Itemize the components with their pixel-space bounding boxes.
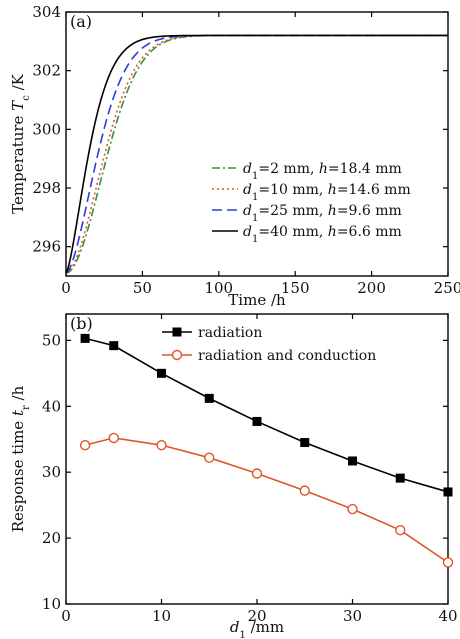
legend-entry-part: =40 mm, xyxy=(258,224,327,240)
data-point xyxy=(395,524,406,536)
legend-entry-part: =6.6 mm xyxy=(337,224,402,240)
legend-entry-part: h xyxy=(328,182,337,198)
y-axis-label-part: /h xyxy=(9,385,27,405)
data-point xyxy=(347,503,358,515)
x-tick-label: 10 xyxy=(152,607,171,625)
y-axis-label-part: t xyxy=(9,409,27,416)
legend-entry-part: 1 xyxy=(252,171,258,182)
data-point xyxy=(299,485,310,496)
panel-label: (b) xyxy=(70,314,93,333)
y-tick-label: 20 xyxy=(42,529,61,547)
legend-marker xyxy=(172,327,182,337)
data-point xyxy=(443,487,453,497)
legend-entry: d1=25 mm, h=9.6 mm xyxy=(243,203,402,224)
legend-entry-part: =25 mm, xyxy=(258,203,327,219)
legend-entry-part: h xyxy=(328,203,337,219)
legend-entry-part: =10 mm, xyxy=(258,182,327,198)
x-tick-label: 150 xyxy=(281,279,310,297)
legend-entry-part: 1 xyxy=(252,213,258,224)
legend-entry-part: d xyxy=(243,182,252,198)
legend-entry-part: 1 xyxy=(252,192,258,203)
y-tick-label: 296 xyxy=(32,238,61,256)
legend-entry-part: 1 xyxy=(252,234,258,245)
data-point xyxy=(251,468,263,479)
x-tick-label: 0 xyxy=(61,279,71,297)
data-point xyxy=(252,416,262,426)
y-tick-label: 10 xyxy=(42,595,61,613)
series-line xyxy=(65,34,448,274)
legend-entry-part: =14.6 mm xyxy=(337,182,411,198)
y-tick-label: 302 xyxy=(32,62,61,80)
y-tick-label: 298 xyxy=(32,179,61,197)
x-axis-label: Time /h xyxy=(228,291,286,309)
x-tick-label: 0 xyxy=(61,607,71,625)
legend-marker xyxy=(171,349,183,361)
y-tick-label: 40 xyxy=(42,397,61,415)
legend-entry: radiation and conduction xyxy=(198,348,376,364)
plot-frame xyxy=(65,11,449,277)
y-tick-label: 30 xyxy=(42,463,61,481)
y-axis-label: Response time tr /h xyxy=(9,385,32,532)
legend-entry-part: d xyxy=(243,161,252,177)
y-axis-label-part: r xyxy=(21,405,32,410)
data-point xyxy=(157,368,166,378)
y-axis-label-part: /K xyxy=(9,73,27,95)
x-tick-label: 200 xyxy=(357,279,386,297)
x-axis-label-part: 1 xyxy=(239,630,245,639)
x-tick-label: 40 xyxy=(438,607,457,625)
legend-entry-part: =2 mm, xyxy=(258,161,319,177)
data-point xyxy=(300,438,310,448)
legend: radiation radiation and conduction xyxy=(162,325,376,364)
data-point xyxy=(442,557,454,568)
y-axis-label-part: Response time xyxy=(9,416,27,532)
data-point xyxy=(156,439,167,451)
x-tick-label: 20 xyxy=(247,607,266,625)
data-point xyxy=(109,341,119,351)
data-point xyxy=(395,473,405,483)
data-point xyxy=(348,456,357,466)
x-tick-label: 250 xyxy=(434,279,460,297)
y-axis-label: Temperature Tc /K xyxy=(9,73,32,213)
x-tick-label: 100 xyxy=(204,279,233,297)
x-axis-label: d1 /mm xyxy=(230,618,284,639)
y-axis-label-part: c xyxy=(21,95,32,101)
y-tick-label: 304 xyxy=(32,3,61,21)
data-point xyxy=(79,439,91,451)
legend-entry: d1=2 mm, h=18.4 mm xyxy=(243,161,402,182)
x-axis-label-part: /mm xyxy=(246,618,284,636)
panel-label: (a) xyxy=(70,12,92,31)
legend-entry: d1=40 mm, h=6.6 mm xyxy=(243,224,402,245)
legend-entry: radiation xyxy=(198,325,262,341)
legend-entry: d1=10 mm, h=14.6 mm xyxy=(243,182,411,203)
x-axis-label-part: d xyxy=(230,618,240,636)
data-point xyxy=(204,393,214,403)
y-tick-label: 50 xyxy=(42,331,61,349)
data-point xyxy=(108,432,119,444)
series-line xyxy=(84,437,449,564)
legend-entry-part: d xyxy=(243,224,252,240)
legend-entry-part: d xyxy=(243,203,252,219)
data-point xyxy=(80,333,90,343)
legend-entry-part: =9.6 mm xyxy=(337,203,402,219)
x-tick-label: 30 xyxy=(343,607,362,625)
x-tick-label: 50 xyxy=(133,279,152,297)
legend-entry-part: =18.4 mm xyxy=(328,161,402,177)
y-tick-label: 300 xyxy=(32,120,61,138)
y-axis-label-part: T xyxy=(9,100,27,111)
data-point xyxy=(204,452,215,463)
legend-entry-part: h xyxy=(328,224,337,240)
legend-entry-part: h xyxy=(319,161,328,177)
y-axis-label-part: Temperature xyxy=(9,111,27,214)
